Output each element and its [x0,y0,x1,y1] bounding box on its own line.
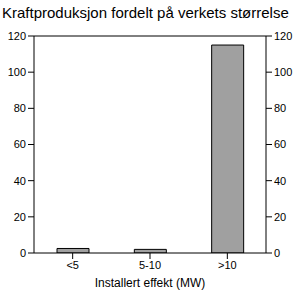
svg-text:5-10: 5-10 [139,259,161,271]
svg-text:Installert effekt (MW): Installert effekt (MW) [95,276,205,290]
svg-text:120: 120 [8,30,26,42]
svg-text:20: 20 [274,211,286,223]
svg-text:40: 40 [14,175,26,187]
svg-text:60: 60 [274,138,286,150]
svg-text:80: 80 [14,102,26,114]
svg-text:<5: <5 [66,259,79,271]
svg-text:120: 120 [274,30,292,42]
html-text:Kraftproduksjon fordelt på ver: Kraftproduksjon fordelt på verkets størr… [2,4,289,21]
svg-text:100: 100 [274,66,292,78]
svg-text:40: 40 [274,175,286,187]
svg-text:60: 60 [14,138,26,150]
svg-text:20: 20 [14,211,26,223]
svg-text:0: 0 [20,247,26,259]
svg-text:80: 80 [274,102,286,114]
svg-text:0: 0 [274,247,280,259]
svg-text:>10: >10 [218,259,237,271]
svg-text:100: 100 [8,66,26,78]
